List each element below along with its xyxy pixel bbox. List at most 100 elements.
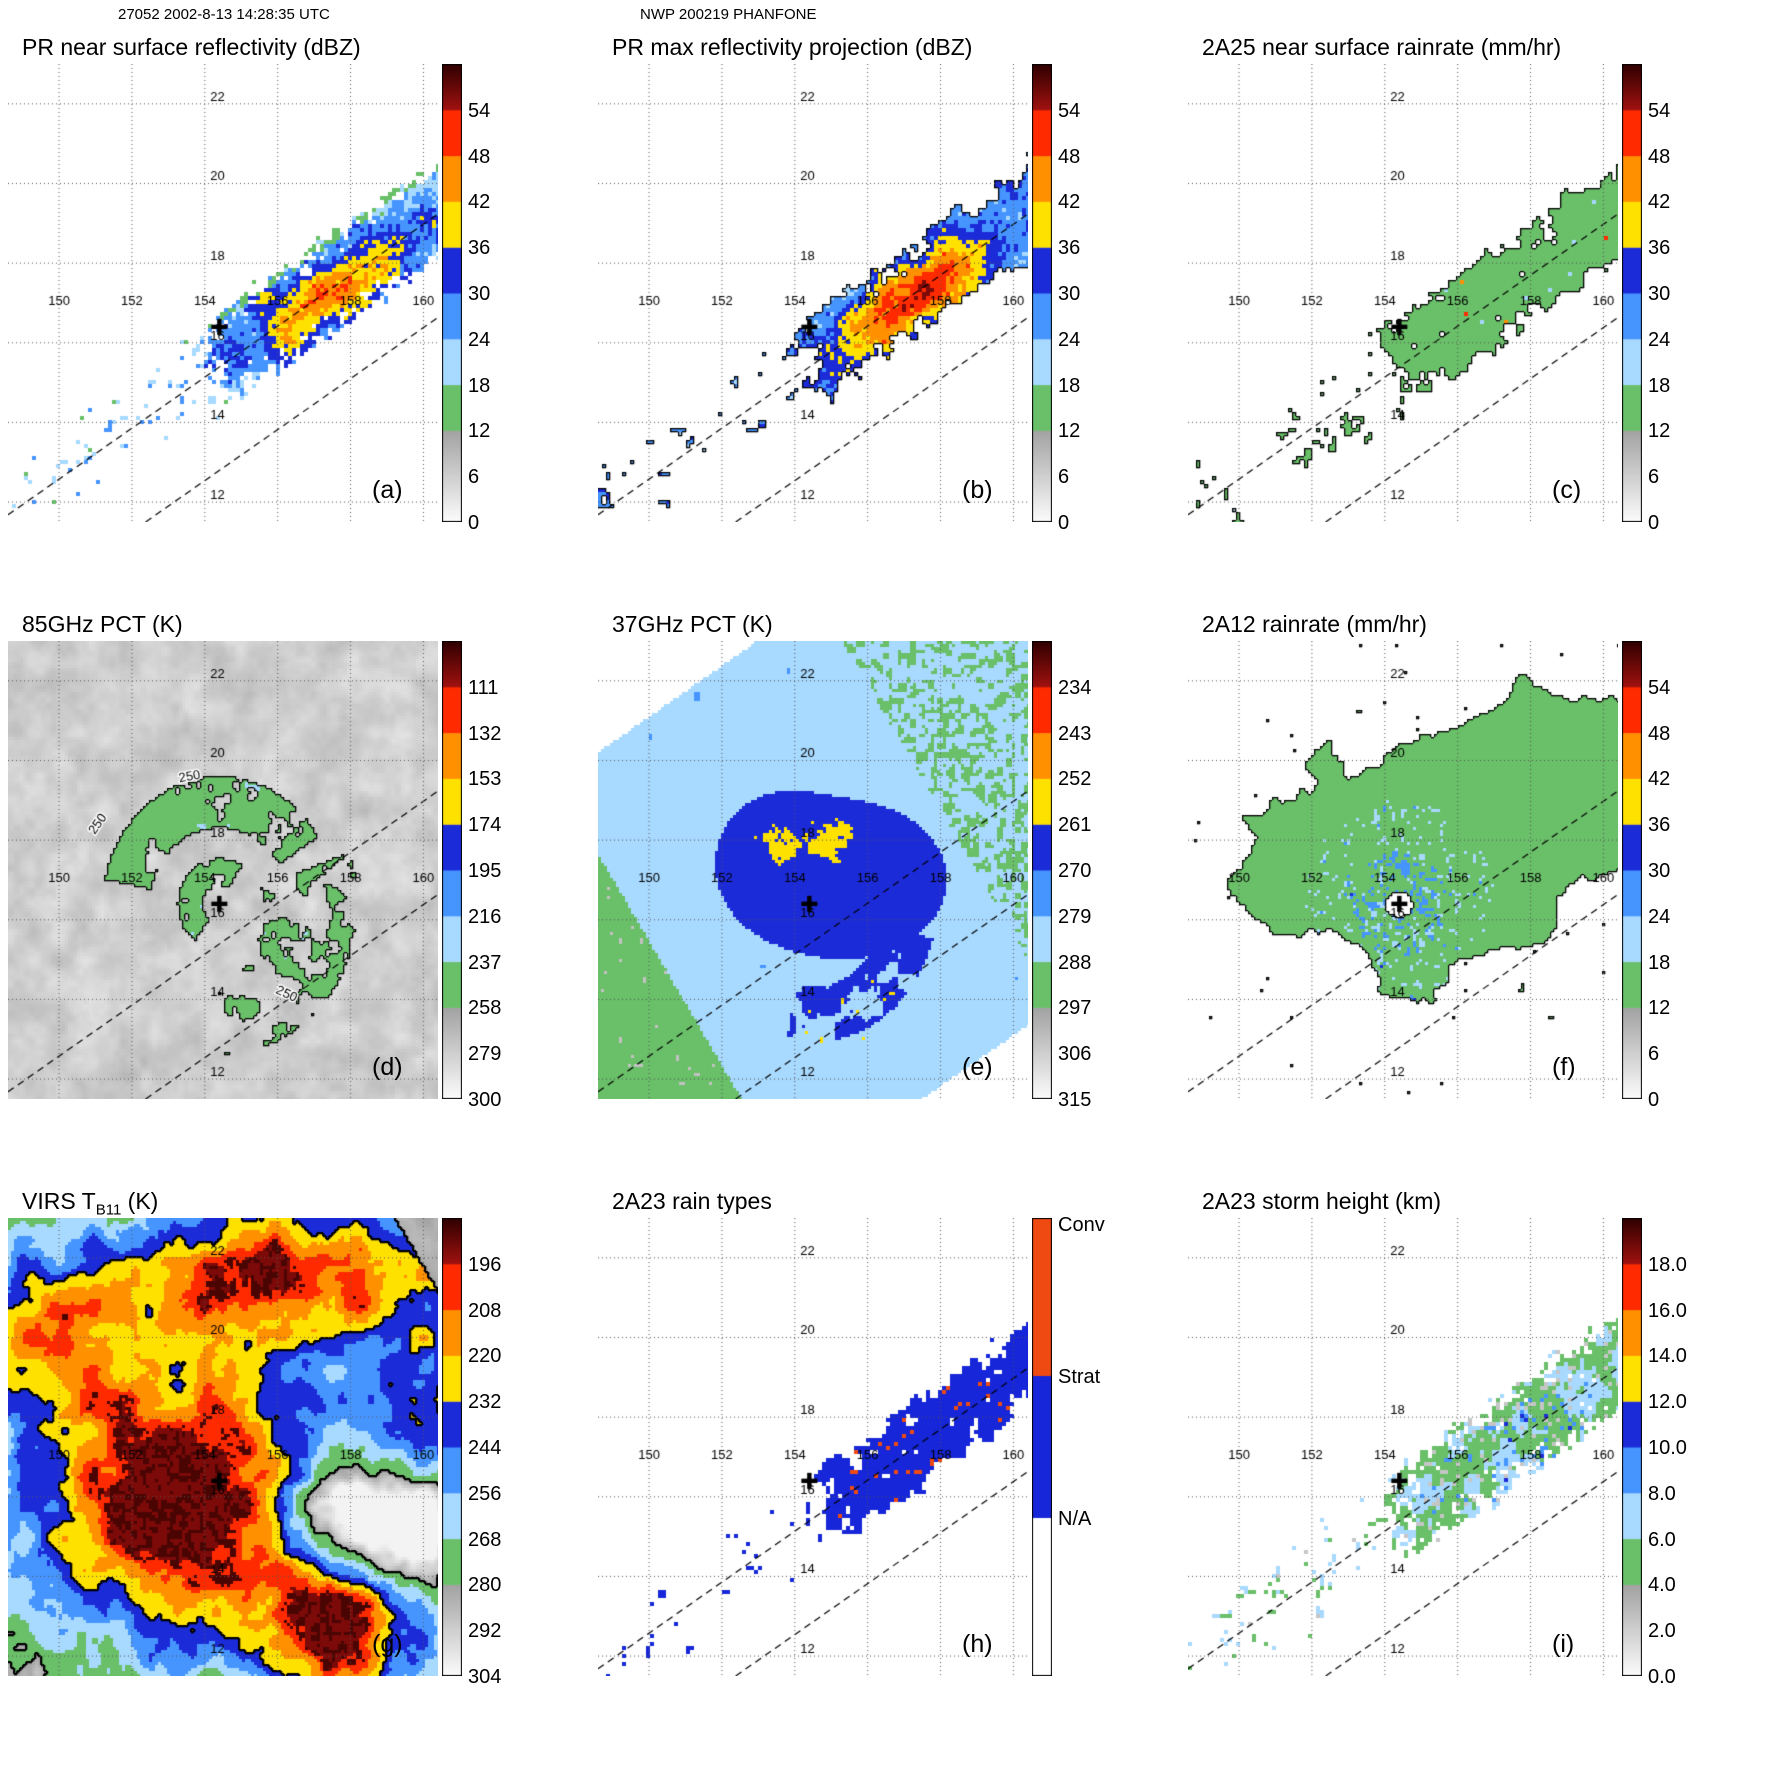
colorbar-tick: 54 xyxy=(468,99,491,122)
colorbar-tick: 18 xyxy=(1648,374,1671,397)
colorbar xyxy=(1032,641,1052,1099)
colorbar xyxy=(1032,1218,1052,1676)
panel-letter: (a) xyxy=(372,476,403,504)
panel-letter: (f) xyxy=(1552,1053,1576,1081)
colorbar xyxy=(1622,641,1642,1099)
colorbar-tick: 54 xyxy=(1648,99,1671,122)
colorbar-tick: 300 xyxy=(468,1089,502,1111)
colorbar-tick: 48 xyxy=(468,145,491,168)
colorbar-tick: 18 xyxy=(1648,951,1671,974)
map-canvas xyxy=(598,64,1028,522)
colorbar-tick: 48 xyxy=(1058,145,1081,168)
colorbar-tick: 256 xyxy=(468,1482,502,1505)
colorbar-tick: 0 xyxy=(468,512,480,534)
colorbar-tick: 244 xyxy=(468,1437,502,1459)
colorbar-tick: 279 xyxy=(1058,905,1092,928)
colorbar-tick: 0.0 xyxy=(1648,1666,1676,1688)
map-canvas xyxy=(1188,64,1618,522)
colorbar-tick: 30 xyxy=(1648,283,1671,305)
colorbar-tick: 24 xyxy=(468,328,491,351)
colorbar-tick: 30 xyxy=(1648,860,1671,882)
panel-title: 2A23 storm height (km) xyxy=(1202,1188,1442,1214)
colorbar-tick: 48 xyxy=(1648,722,1671,745)
panel-a: PR near surface reflectivity (dBZ) 54 48 4… xyxy=(0,30,590,607)
colorbar-tick: 12 xyxy=(1058,420,1081,443)
colorbar-tick: 12 xyxy=(1648,420,1671,443)
colorbar-tick: 0 xyxy=(1058,512,1070,534)
panel-f: 2A12 rainrate (mm/hr) 54 48 42 36 30 24 18 12 6 0… xyxy=(1180,607,1770,1184)
colorbar-tick: 54 xyxy=(1648,676,1671,699)
colorbar-tick: 42 xyxy=(1058,191,1081,214)
colorbar-tick: 234 xyxy=(1058,676,1092,699)
colorbar-tick: 24 xyxy=(1058,328,1081,351)
colorbar-tick: 315 xyxy=(1058,1089,1092,1111)
colorbar-tick: 261 xyxy=(1058,814,1092,837)
panel-title: 2A25 near surface rainrate (mm/hr) xyxy=(1202,34,1562,60)
colorbar xyxy=(1032,64,1052,522)
colorbar-tick: 18 xyxy=(468,374,491,397)
panel-letter: (i) xyxy=(1552,1630,1575,1658)
colorbar-tick: 6 xyxy=(1058,466,1070,489)
colorbar-tick: 54 xyxy=(1058,99,1081,122)
colorbar-tick: 292 xyxy=(468,1620,502,1643)
colorbar-tick: 6 xyxy=(1648,1043,1660,1066)
colorbar-tick: 6 xyxy=(468,466,480,489)
colorbar-tick: 243 xyxy=(1058,722,1092,745)
colorbar xyxy=(442,1218,462,1676)
colorbar-tick: 12.0 xyxy=(1648,1391,1687,1414)
colorbar-tick: 42 xyxy=(468,191,491,214)
colorbar-tick: 220 xyxy=(468,1345,502,1368)
colorbar-category-label: Strat xyxy=(1058,1366,1101,1388)
colorbar-tick: 24 xyxy=(1648,905,1671,928)
colorbar-tick: 216 xyxy=(468,905,502,928)
map-canvas xyxy=(8,64,438,522)
colorbar-tick: 48 xyxy=(1648,145,1671,168)
colorbar-tick: 111 xyxy=(468,676,499,699)
colorbar-tick: 195 xyxy=(468,860,502,882)
panel-title: 2A23 rain types xyxy=(612,1188,772,1214)
colorbar-tick: 288 xyxy=(1058,951,1092,974)
panel-h: 2A23 rain types Conv Strat N/A (h) xyxy=(590,1184,1180,1761)
panel-i: 2A23 storm height (km) 18.0 16.0 14.0 12.0 1… xyxy=(1180,1184,1770,1761)
panel-b: PR max reflectivity projection (dBZ) 54 4… xyxy=(590,30,1180,607)
colorbar-tick: 304 xyxy=(468,1666,502,1688)
colorbar-tick: 36 xyxy=(1058,237,1081,260)
colorbar-tick: 258 xyxy=(468,997,502,1020)
panel-letter: (c) xyxy=(1552,476,1582,504)
panel-title: PR max reflectivity projection (dBZ) xyxy=(612,34,973,60)
colorbar-category-label: N/A xyxy=(1058,1507,1092,1530)
colorbar-tick: 14.0 xyxy=(1648,1345,1687,1368)
colorbar-tick: 18.0 xyxy=(1648,1253,1687,1276)
colorbar-tick: 174 xyxy=(468,814,502,837)
colorbar-tick: 279 xyxy=(468,1043,502,1066)
panel-letter: (e) xyxy=(962,1053,993,1081)
storm-name-label: NWP 200219 PHANFONE xyxy=(640,6,817,23)
colorbar-tick: 280 xyxy=(468,1574,502,1597)
colorbar-tick: 132 xyxy=(468,722,502,745)
colorbar-tick: 42 xyxy=(1648,191,1671,214)
panel-c: 2A25 near surface rainrate (mm/hr) 54 48 4… xyxy=(1180,30,1770,607)
colorbar xyxy=(1622,1218,1642,1676)
colorbar-tick: 237 xyxy=(468,951,502,974)
colorbar-tick: 36 xyxy=(1648,237,1671,260)
colorbar-tick: 30 xyxy=(1058,283,1081,305)
map-canvas xyxy=(1188,1218,1618,1676)
colorbar-tick: 268 xyxy=(468,1528,502,1551)
colorbar-tick: 196 xyxy=(468,1253,502,1276)
panel-letter: (g) xyxy=(372,1630,403,1658)
colorbar-tick: 297 xyxy=(1058,997,1092,1020)
colorbar-tick: 30 xyxy=(468,283,491,305)
colorbar-tick: 270 xyxy=(1058,860,1092,882)
colorbar-tick: 12 xyxy=(1648,997,1671,1020)
map-canvas xyxy=(598,641,1028,1099)
colorbar-tick: 12 xyxy=(468,420,491,443)
colorbar-tick: 36 xyxy=(1648,814,1671,837)
panel-letter: (h) xyxy=(962,1630,993,1658)
panel-g: VIRS TB11 (K) 196 208 220 232 244 256 268 280 29… xyxy=(0,1184,590,1761)
colorbar xyxy=(1622,64,1642,522)
colorbar-tick: 252 xyxy=(1058,768,1092,791)
panel-letter: (d) xyxy=(372,1053,403,1081)
panel-title: 85GHz PCT (K) xyxy=(22,611,183,637)
orbit-timestamp-label: 27052 2002-8-13 14:28:35 UTC xyxy=(118,6,330,23)
